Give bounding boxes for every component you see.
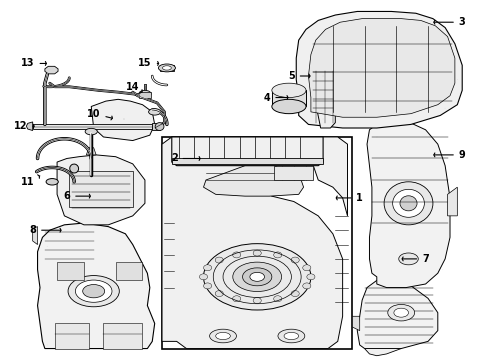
Ellipse shape <box>203 244 311 310</box>
Ellipse shape <box>272 99 306 114</box>
Text: 12: 12 <box>14 121 34 131</box>
Polygon shape <box>33 226 38 244</box>
Polygon shape <box>57 262 84 280</box>
Text: 8: 8 <box>29 225 61 235</box>
Text: 14: 14 <box>126 82 142 93</box>
Ellipse shape <box>216 332 230 339</box>
Polygon shape <box>103 323 143 348</box>
Ellipse shape <box>75 280 112 302</box>
Ellipse shape <box>291 257 299 263</box>
Text: 10: 10 <box>87 109 112 120</box>
Polygon shape <box>160 65 174 71</box>
Ellipse shape <box>163 66 172 70</box>
Ellipse shape <box>148 109 161 115</box>
Polygon shape <box>162 137 347 348</box>
Ellipse shape <box>203 283 212 289</box>
Ellipse shape <box>274 296 282 302</box>
Ellipse shape <box>70 164 78 173</box>
Ellipse shape <box>250 273 265 281</box>
Polygon shape <box>272 90 306 107</box>
Ellipse shape <box>139 90 151 98</box>
Ellipse shape <box>303 265 311 271</box>
Text: 13: 13 <box>21 58 47 68</box>
Polygon shape <box>367 119 450 288</box>
Ellipse shape <box>68 275 119 307</box>
Polygon shape <box>311 67 335 128</box>
Polygon shape <box>274 166 313 180</box>
Ellipse shape <box>394 308 409 317</box>
Ellipse shape <box>303 283 311 289</box>
Ellipse shape <box>215 291 223 297</box>
Polygon shape <box>357 280 438 348</box>
Ellipse shape <box>400 196 417 211</box>
Ellipse shape <box>388 305 415 321</box>
Bar <box>172 158 323 164</box>
Polygon shape <box>45 66 58 74</box>
Ellipse shape <box>203 265 212 271</box>
Ellipse shape <box>284 332 299 339</box>
Text: 9: 9 <box>434 150 465 160</box>
Ellipse shape <box>233 262 282 292</box>
Ellipse shape <box>278 329 305 343</box>
Text: 2: 2 <box>171 153 200 163</box>
Ellipse shape <box>274 252 282 258</box>
Text: 7: 7 <box>402 254 429 264</box>
Ellipse shape <box>384 182 433 225</box>
Ellipse shape <box>233 296 241 302</box>
Polygon shape <box>308 19 455 117</box>
Ellipse shape <box>253 298 261 303</box>
Ellipse shape <box>46 179 58 185</box>
Ellipse shape <box>291 291 299 297</box>
Polygon shape <box>33 125 152 129</box>
Polygon shape <box>296 12 462 128</box>
Polygon shape <box>365 348 401 356</box>
Ellipse shape <box>155 123 164 131</box>
Ellipse shape <box>392 189 424 217</box>
Polygon shape <box>139 92 151 98</box>
Polygon shape <box>116 262 143 280</box>
Bar <box>162 137 352 348</box>
Polygon shape <box>447 187 457 216</box>
Polygon shape <box>69 171 133 207</box>
Text: 3: 3 <box>434 17 465 27</box>
Polygon shape <box>26 122 33 131</box>
Ellipse shape <box>85 129 98 135</box>
Polygon shape <box>172 137 323 166</box>
Polygon shape <box>55 323 89 348</box>
Ellipse shape <box>215 257 223 263</box>
Polygon shape <box>86 148 96 155</box>
Ellipse shape <box>83 284 105 298</box>
Ellipse shape <box>210 329 237 343</box>
Text: 6: 6 <box>64 191 90 201</box>
Ellipse shape <box>399 253 418 265</box>
Text: 4: 4 <box>264 93 288 103</box>
Polygon shape <box>203 166 304 196</box>
Text: 15: 15 <box>138 58 159 68</box>
Ellipse shape <box>199 274 208 280</box>
Polygon shape <box>38 223 155 348</box>
Text: 11: 11 <box>21 175 40 187</box>
Ellipse shape <box>272 83 306 98</box>
Ellipse shape <box>307 274 315 280</box>
Text: 5: 5 <box>288 71 310 81</box>
Polygon shape <box>91 99 155 140</box>
Ellipse shape <box>233 252 241 258</box>
Polygon shape <box>352 316 360 330</box>
Ellipse shape <box>243 268 272 286</box>
Polygon shape <box>57 155 145 225</box>
Ellipse shape <box>158 64 175 72</box>
Ellipse shape <box>253 250 261 256</box>
Text: 1: 1 <box>336 193 363 203</box>
Polygon shape <box>152 123 160 130</box>
